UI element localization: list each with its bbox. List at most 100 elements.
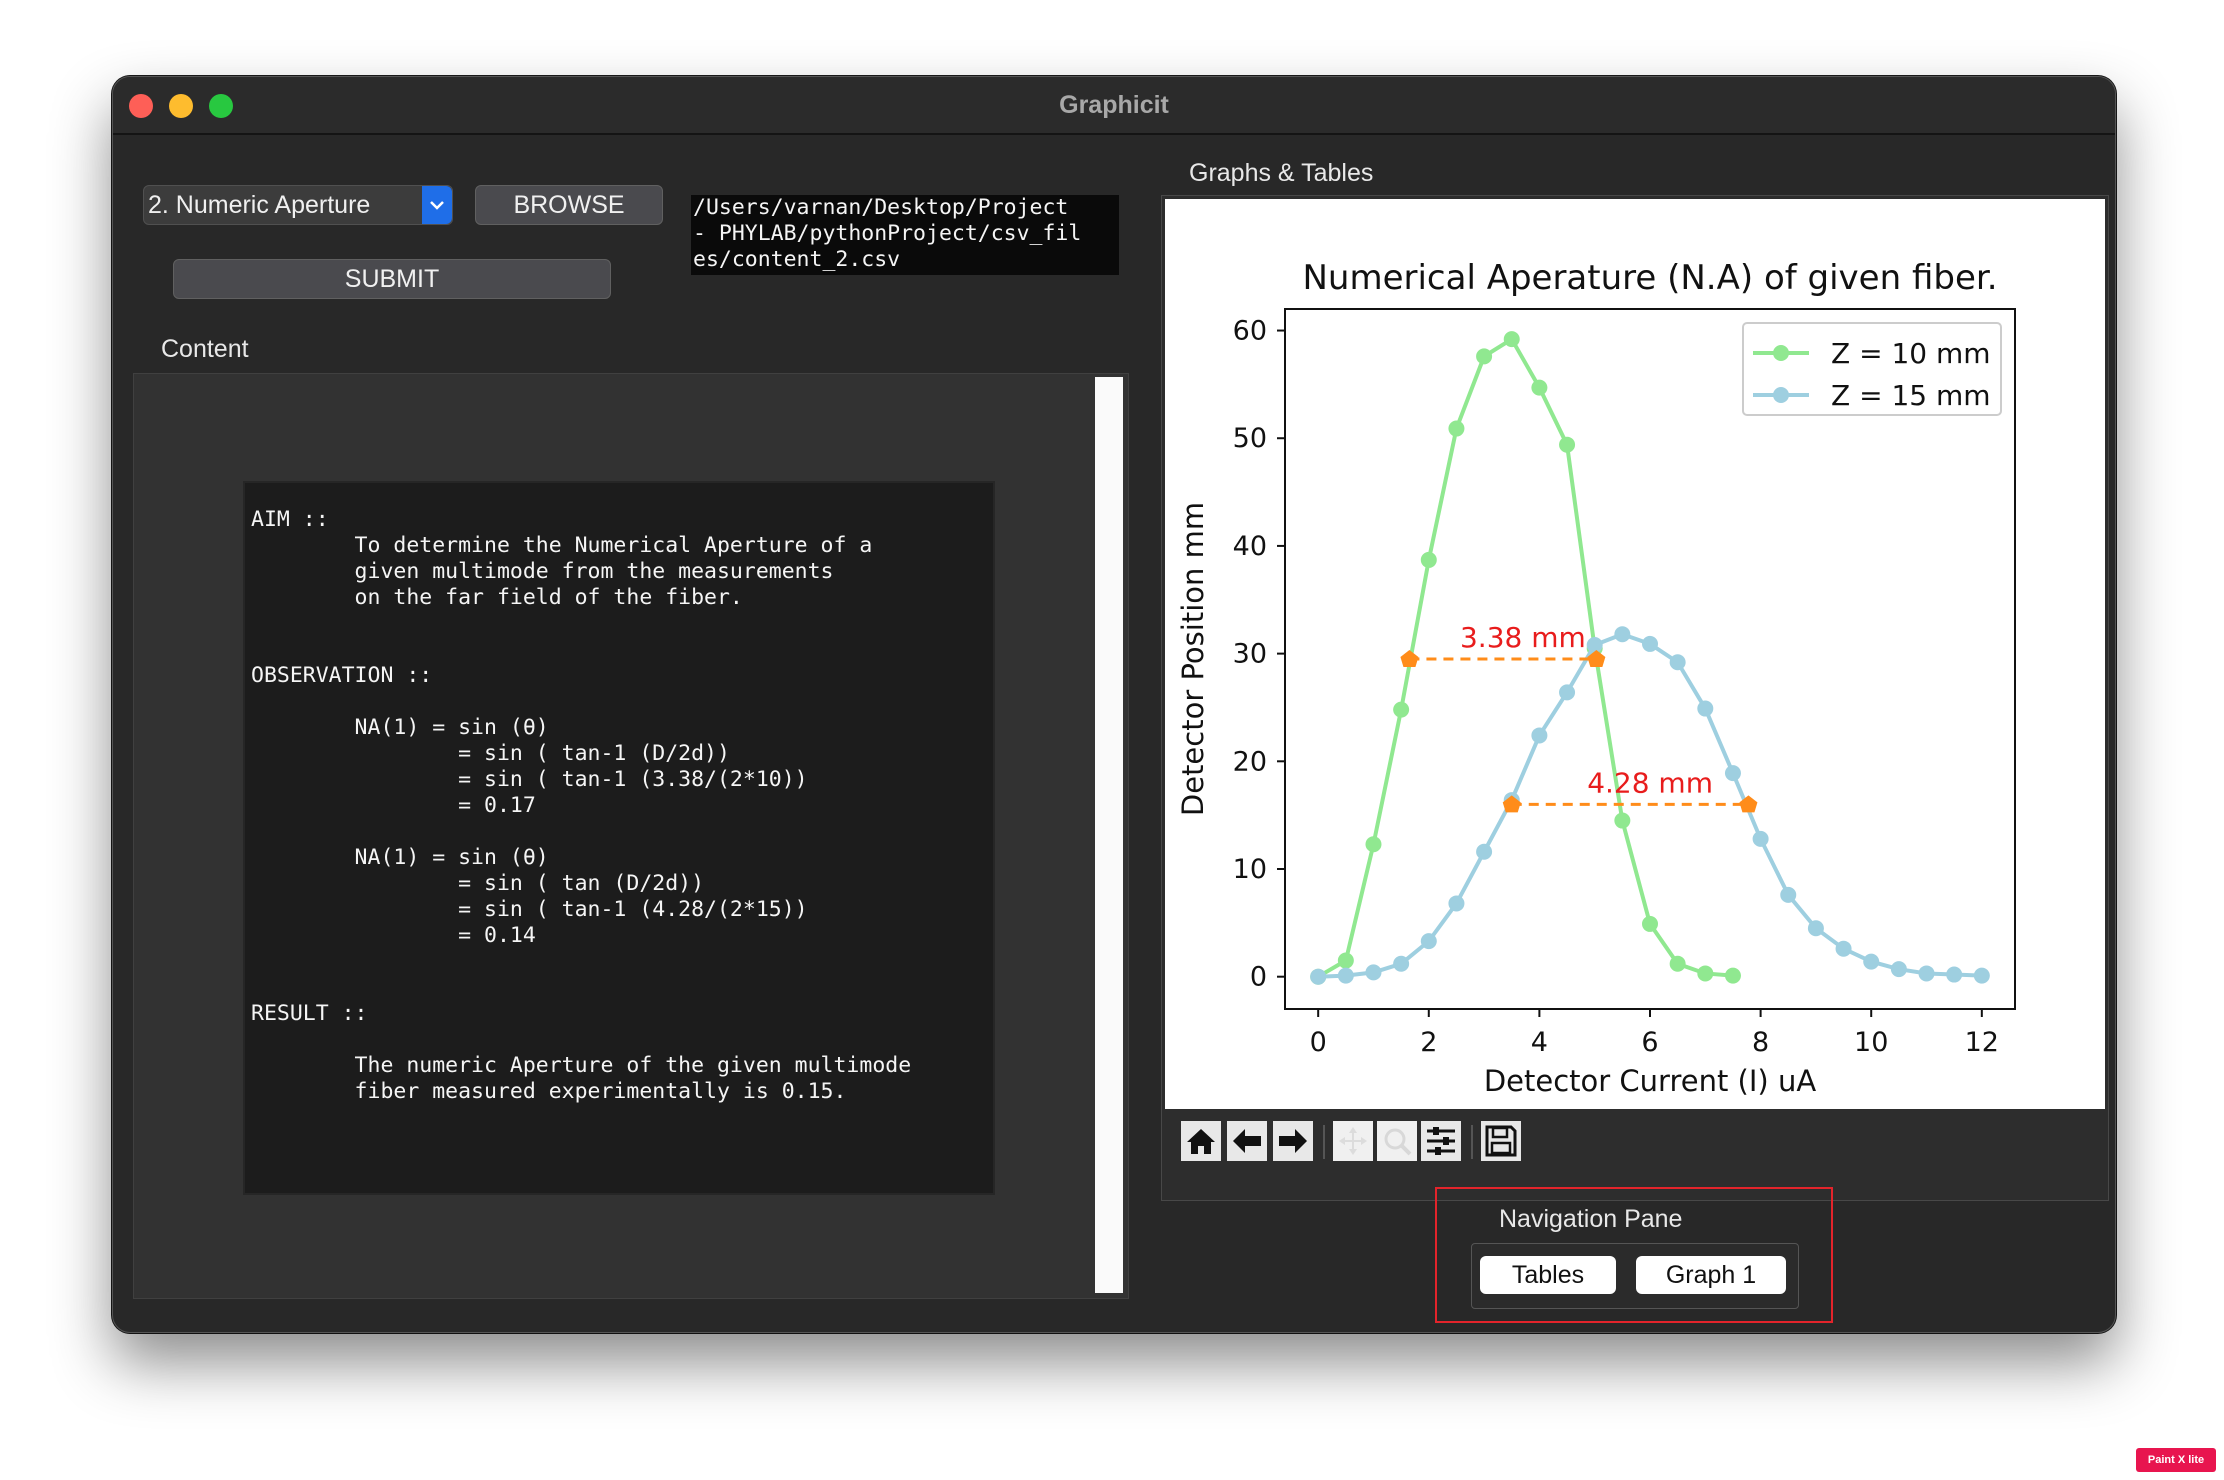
data-point: [1559, 436, 1576, 453]
legend-box: [1742, 322, 2002, 416]
data-point: [1503, 331, 1520, 348]
chart-title: Numerical Aperature (N.A) of given fiber…: [1302, 258, 1997, 298]
data-point: [1393, 701, 1410, 718]
y-tick-label: 20: [1233, 746, 1267, 777]
data-point: [1642, 635, 1658, 652]
y-tick-label: 60: [1233, 316, 1267, 347]
zoom-window-button[interactable]: [209, 94, 233, 118]
minimize-window-button[interactable]: [169, 94, 193, 118]
navigation-pane: Navigation Pane Tables Graph 1: [1435, 1187, 1833, 1323]
back-arrow-icon[interactable]: [1227, 1121, 1267, 1161]
y-tick-label: 50: [1233, 423, 1267, 454]
content-text: AIM :: To determine the Numerical Apertu…: [251, 507, 912, 1104]
content-label: Content: [161, 335, 249, 363]
close-window-button[interactable]: [129, 94, 153, 118]
toolbar-separator: [1323, 1125, 1325, 1159]
data-point: [1614, 812, 1631, 829]
configure-subplots-icon[interactable]: [1421, 1121, 1461, 1161]
data-point: [1531, 727, 1548, 744]
x-tick-label: 4: [1531, 1027, 1548, 1058]
width-marker-point: [1587, 650, 1606, 667]
data-point: [1724, 967, 1741, 984]
navigation-pane-label: Navigation Pane: [1499, 1205, 1683, 1233]
paint-x-lite-badge: Paint X lite: [2136, 1448, 2216, 1472]
data-point: [1310, 968, 1327, 985]
graph-1-button[interactable]: Graph 1: [1636, 1256, 1786, 1294]
experiment-select[interactable]: 2. Numeric Aperture: [143, 185, 453, 225]
data-point: [1448, 420, 1465, 437]
x-tick-label: 6: [1641, 1027, 1658, 1058]
y-tick-label: 0: [1250, 962, 1267, 993]
legend-label-2: Z = 15 mm: [1831, 379, 1991, 412]
chevron-down-icon[interactable]: [422, 186, 452, 224]
experiment-select-value: 2. Numeric Aperture: [148, 191, 371, 219]
toolbar-separator: [1471, 1125, 1473, 1159]
data-point: [1586, 637, 1603, 653]
data-point: [1614, 626, 1631, 643]
data-point: [1807, 920, 1824, 937]
x-tick-label: 12: [1965, 1027, 1999, 1058]
data-point: [1365, 964, 1382, 981]
graphs-tables-label: Graphs & Tables: [1189, 159, 1374, 187]
pan-icon[interactable]: [1333, 1121, 1373, 1161]
data-point: [1697, 700, 1714, 717]
x-tick-label: 0: [1310, 1027, 1327, 1058]
na-chart: Numerical Aperature (N.A) of given fiber…: [1176, 258, 2016, 1098]
data-point: [1365, 836, 1382, 853]
width-annotation-label: 3.38 mm: [1460, 621, 1586, 654]
data-point: [1918, 965, 1935, 982]
window-title: Graphicit: [1059, 91, 1169, 119]
data-point: [1669, 654, 1686, 671]
width-marker-point: [1502, 795, 1521, 813]
data-point: [1890, 961, 1907, 978]
data-point: [1973, 967, 1990, 984]
app-window: Graphicit 2. Numeric Aperture BROWSE SUB…: [112, 76, 2116, 1333]
width-marker-point: [1400, 650, 1419, 667]
browse-button[interactable]: BROWSE: [475, 185, 663, 225]
width-marker-point: [1739, 795, 1758, 813]
y-tick-label: 40: [1233, 531, 1267, 562]
data-point: [1448, 895, 1465, 912]
navigation-button-group: Tables Graph 1: [1471, 1243, 1799, 1309]
legend-marker-2: [1773, 387, 1789, 403]
data-point: [1724, 765, 1741, 782]
title-bar: Graphicit: [113, 77, 2115, 135]
x-tick-label: 10: [1854, 1027, 1888, 1058]
content-scrollbar[interactable]: [1095, 377, 1123, 1293]
data-point: [1752, 830, 1769, 847]
tables-button[interactable]: Tables: [1480, 1256, 1616, 1294]
legend-marker-1: [1773, 345, 1789, 361]
y-tick-label: 10: [1233, 854, 1267, 885]
zoom-icon[interactable]: [1377, 1121, 1417, 1161]
content-text-box: AIM :: To determine the Numerical Apertu…: [243, 481, 995, 1195]
data-point: [1420, 933, 1437, 950]
data-point: [1835, 940, 1852, 957]
forward-arrow-icon[interactable]: [1273, 1121, 1313, 1161]
x-tick-label: 2: [1420, 1027, 1437, 1058]
data-point: [1669, 955, 1686, 972]
data-point: [1476, 843, 1493, 860]
file-path-display: /Users/varnan/Desktop/Project - PHYLAB/p…: [691, 195, 1119, 275]
data-point: [1642, 915, 1658, 932]
data-point: [1393, 955, 1410, 972]
plot-toolbar: [1173, 1121, 2073, 1169]
data-point: [1780, 886, 1797, 903]
y-tick-label: 30: [1233, 639, 1267, 670]
submit-button[interactable]: SUBMIT: [173, 259, 611, 299]
series-line-1: [1317, 336, 1734, 979]
data-point: [1476, 348, 1493, 365]
y-axis-label: Detector Position mm: [1176, 502, 1210, 816]
width-annotation-label: 4.28 mm: [1587, 766, 1713, 799]
plot-area[interactable]: Numerical Aperature (N.A) of given fiber…: [1165, 199, 2105, 1109]
data-point: [1697, 965, 1714, 982]
data-point: [1420, 551, 1437, 568]
data-point: [1337, 967, 1354, 984]
home-icon[interactable]: [1181, 1121, 1221, 1161]
data-point: [1531, 379, 1548, 396]
data-point: [1863, 953, 1880, 970]
x-tick-label: 8: [1752, 1027, 1769, 1058]
data-point: [1946, 966, 1963, 983]
save-icon[interactable]: [1481, 1121, 1521, 1161]
legend-label-1: Z = 10 mm: [1831, 337, 1991, 370]
x-axis-label: Detector Current (I) uA: [1484, 1064, 1817, 1098]
